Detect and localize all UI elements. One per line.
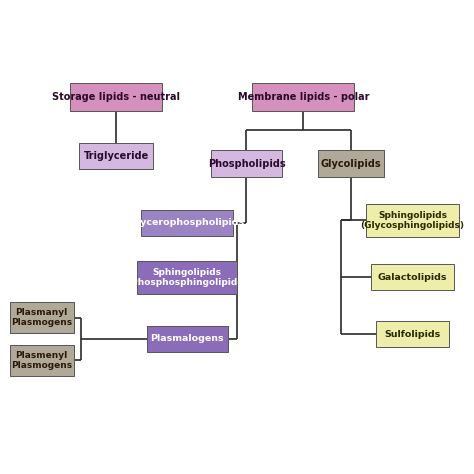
Text: Sphingolipids
(Phosphosphingolipids): Sphingolipids (Phosphosphingolipids) (128, 268, 247, 287)
FancyBboxPatch shape (366, 204, 459, 237)
FancyBboxPatch shape (137, 261, 237, 294)
FancyBboxPatch shape (252, 83, 354, 111)
FancyBboxPatch shape (147, 326, 228, 352)
Text: Storage lipids - neutral: Storage lipids - neutral (52, 92, 180, 102)
Text: Plasmalogens: Plasmalogens (150, 335, 224, 343)
Text: Sulfolipids: Sulfolipids (384, 330, 440, 338)
Text: Triglyceride: Triglyceride (83, 151, 149, 162)
FancyBboxPatch shape (375, 321, 449, 347)
Text: Plasmenyl
Plasmogens: Plasmenyl Plasmogens (11, 351, 72, 370)
Text: Plasmanyl
Plasmogens: Plasmanyl Plasmogens (11, 308, 72, 327)
Text: Membrane lipids - polar: Membrane lipids - polar (237, 92, 369, 102)
Text: Galactolipids: Galactolipids (378, 273, 447, 282)
Text: Phospholipids: Phospholipids (208, 158, 285, 169)
Text: Glycerophospholipids: Glycerophospholipids (130, 219, 245, 227)
FancyBboxPatch shape (79, 143, 153, 170)
FancyBboxPatch shape (211, 150, 282, 177)
FancyBboxPatch shape (371, 264, 454, 290)
FancyBboxPatch shape (141, 210, 233, 236)
FancyBboxPatch shape (9, 345, 73, 375)
Text: Glycolipids: Glycolipids (320, 158, 381, 169)
FancyBboxPatch shape (318, 150, 384, 177)
FancyBboxPatch shape (9, 302, 73, 333)
Text: Sphingolipids
(Glycosphingolipids): Sphingolipids (Glycosphingolipids) (360, 211, 465, 230)
FancyBboxPatch shape (70, 83, 162, 111)
